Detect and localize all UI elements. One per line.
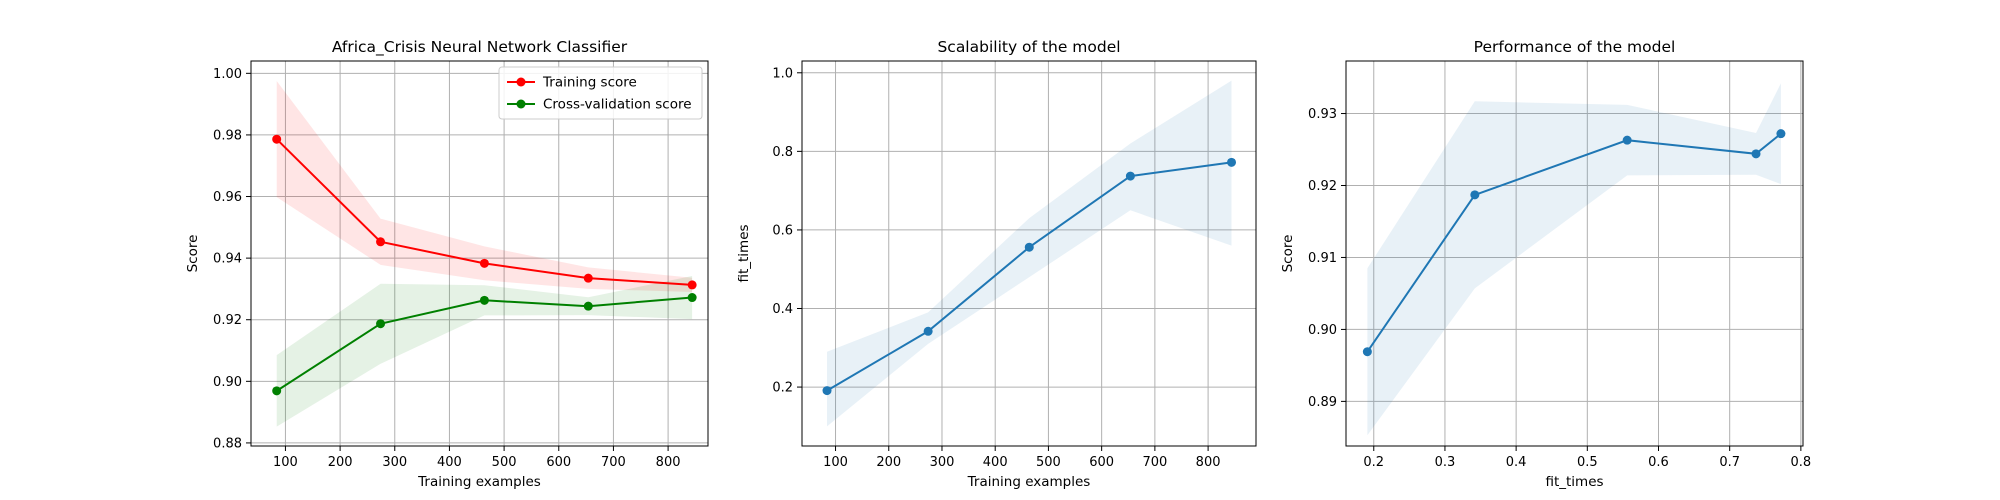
data-point (687, 293, 697, 303)
x-tick-label: 800 (656, 455, 681, 470)
y-tick-label: 0.94 (213, 252, 242, 267)
x-tick-label: 600 (1089, 455, 1114, 470)
x-tick-label: 100 (273, 455, 298, 470)
y-tick-label: 0.4 (772, 302, 793, 317)
x-tick-label: 0.3 (1435, 455, 1456, 470)
data-point (583, 273, 593, 283)
subplot-1: 100 200 300 400 500 600 700 800 0.88 0.90 0.92 0.94… (185, 38, 709, 490)
x-tick-label: 500 (1036, 455, 1061, 470)
y-tick-label: 0.92 (1308, 179, 1337, 194)
y-axis-label: fit_times (736, 224, 752, 282)
data-point (479, 295, 489, 305)
data-point (1470, 190, 1480, 200)
data-point (1362, 347, 1372, 357)
confidence-band (1367, 83, 1781, 436)
x-tick-label: 0.2 (1363, 455, 1384, 470)
x-axis-label: Training examples (967, 474, 1091, 490)
y-tick-label: 0.91 (1308, 251, 1337, 266)
y-tick-label: 0.89 (1308, 395, 1337, 410)
x-axis-label: fit_times (1545, 474, 1603, 490)
x-tick-label: 400 (437, 455, 462, 470)
y-tick-label: 0.90 (213, 375, 242, 390)
confidence-band (276, 276, 693, 427)
data-point (687, 280, 697, 290)
x-tick-label: 0.7 (1719, 455, 1740, 470)
data-point (1125, 171, 1135, 181)
x-tick-label: 0.4 (1506, 455, 1527, 470)
data-point (479, 258, 489, 268)
y-tick-label: 0.93 (1308, 107, 1337, 122)
x-tick-label: 700 (1142, 455, 1167, 470)
legend: Training score Cross-validation score (498, 66, 703, 120)
subplot-3: 0.2 0.3 0.4 0.5 0.6 0.7 0.8 0.89 0.90 0.91 0.92 0.9… (1280, 38, 1811, 490)
x-tick-label: 0.5 (1577, 455, 1598, 470)
x-tick-label: 0.6 (1648, 455, 1669, 470)
x-tick-label: 200 (328, 455, 353, 470)
y-tick-label: 0.8 (772, 145, 793, 160)
data-point (583, 301, 593, 311)
data-point (1227, 157, 1237, 167)
legend-frame (498, 66, 703, 120)
y-tick-label: 0.88 (213, 436, 242, 451)
chart-title: Scalability of the model (937, 38, 1120, 56)
x-tick-label: 100 (823, 455, 848, 470)
data-point (272, 386, 282, 396)
y-axis-label: Score (1280, 235, 1296, 273)
legend-label: Training score (542, 75, 637, 91)
y-tick-label: 0.2 (772, 381, 793, 396)
y-tick-label: 1.00 (213, 67, 242, 82)
x-tick-label: 700 (601, 455, 626, 470)
data-point (376, 237, 386, 247)
x-tick-label: 500 (492, 455, 517, 470)
legend-marker (516, 99, 526, 109)
x-tick-label: 0.8 (1791, 455, 1812, 470)
y-tick-label: 1.0 (772, 66, 793, 81)
subplot-2: 100 200 300 400 500 600 700 800 0.2 0.4 0.6 0.8 1.0 S… (736, 38, 1257, 490)
y-tick-label: 0.6 (772, 223, 793, 238)
y-tick-label: 0.96 (213, 190, 242, 205)
chart-title: Performance of the model (1474, 38, 1676, 56)
chart-title: Africa_Crisis Neural Network Classifier (332, 38, 628, 57)
x-tick-label: 300 (382, 455, 407, 470)
x-tick-label: 400 (983, 455, 1008, 470)
x-tick-label: 600 (546, 455, 571, 470)
data-point (923, 326, 933, 336)
data-point (1024, 242, 1034, 252)
data-point (1776, 129, 1786, 139)
data-point (1622, 135, 1632, 145)
axes-frame (801, 60, 1257, 447)
data-point (272, 134, 282, 144)
x-tick-label: 800 (1196, 455, 1221, 470)
data-point (1751, 149, 1761, 159)
y-tick-label: 0.98 (213, 128, 242, 143)
legend-marker (516, 77, 526, 87)
y-tick-label: 0.92 (213, 313, 242, 328)
legend-label: Cross-validation score (543, 97, 692, 113)
axes-frame (250, 60, 709, 447)
y-axis-label: Score (185, 235, 201, 273)
y-tick-label: 0.90 (1308, 323, 1337, 338)
x-axis-label: Training examples (417, 474, 541, 490)
data-point (376, 319, 386, 329)
confidence-band (827, 80, 1232, 427)
x-tick-label: 200 (876, 455, 901, 470)
data-point (822, 386, 832, 396)
x-tick-label: 300 (930, 455, 955, 470)
axes-frame (1345, 60, 1804, 447)
